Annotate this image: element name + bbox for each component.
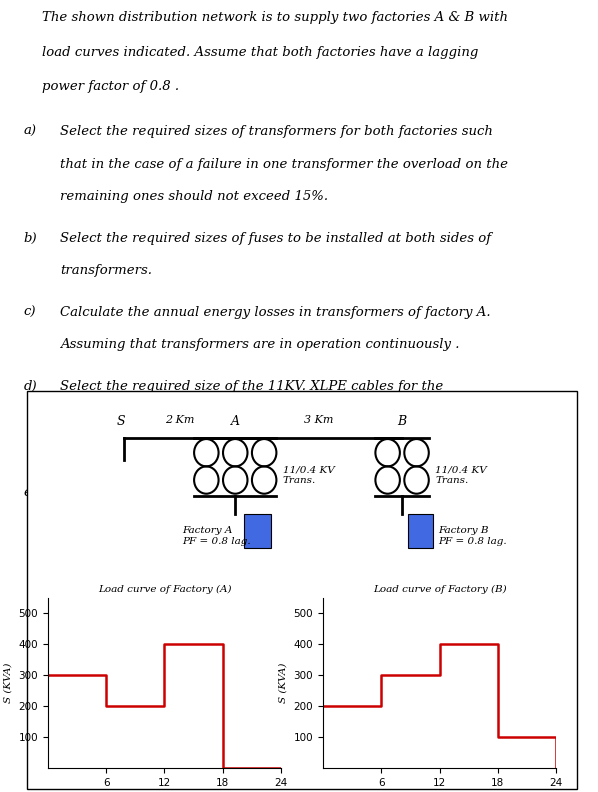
Text: e): e) — [24, 486, 37, 500]
Text: Select the required size of the 11KV. XLPE cables for the: Select the required size of the 11KV. XL… — [60, 380, 443, 393]
Text: Select the required sizes of fuses to be installed at both sides of: Select the required sizes of fuses to be… — [60, 232, 491, 245]
Text: Calculate the annual energy losses in cables of section SA .: Calculate the annual energy losses in ca… — [60, 486, 459, 500]
Text: maximum ground temperature of 30° C.: maximum ground temperature of 30° C. — [60, 445, 330, 458]
Text: remaining ones should not exceed 15%.: remaining ones should not exceed 15%. — [60, 190, 328, 203]
Title: Load curve of Factory (B): Load curve of Factory (B) — [373, 585, 507, 595]
FancyBboxPatch shape — [27, 391, 577, 789]
Text: The shown distribution network is to supply two factories A & B with: The shown distribution network is to sup… — [42, 11, 508, 25]
Text: that in the case of a failure in one transformer the overload on the: that in the case of a failure in one tra… — [60, 158, 508, 171]
Text: a): a) — [24, 125, 37, 139]
Text: S: S — [117, 416, 126, 428]
Text: 2 Km: 2 Km — [165, 415, 194, 425]
Text: A: A — [231, 416, 240, 428]
Text: Assuming that transformers are in operation continuously .: Assuming that transformers are in operat… — [60, 338, 459, 352]
Text: B: B — [398, 416, 407, 428]
Text: 11/0.4 KV
Trans.: 11/0.4 KV Trans. — [435, 466, 487, 485]
Y-axis label: S (KVA): S (KVA) — [4, 663, 13, 703]
Bar — [243, 514, 271, 548]
Text: d): d) — [24, 380, 38, 393]
Text: Select the required sizes of transformers for both factories such: Select the required sizes of transformer… — [60, 125, 493, 139]
Text: power factor of 0.8 .: power factor of 0.8 . — [42, 80, 179, 93]
Text: load curves indicated. Assume that both factories have a lagging: load curves indicated. Assume that both … — [42, 46, 478, 59]
Text: c): c) — [24, 306, 36, 319]
Text: distribution network , if cables are to be laid direct in ground with: distribution network , if cables are to … — [60, 413, 508, 425]
Text: Calculate the annual energy losses in transformers of factory A.: Calculate the annual energy losses in tr… — [60, 306, 490, 319]
Text: transformers.: transformers. — [60, 265, 152, 277]
Text: 3 Km: 3 Km — [304, 415, 333, 425]
Bar — [408, 514, 433, 548]
Text: Factory B
PF = 0.8 lag.: Factory B PF = 0.8 lag. — [438, 526, 507, 546]
Text: b): b) — [24, 232, 38, 245]
Text: 11/0.4 KV
Trans.: 11/0.4 KV Trans. — [282, 466, 334, 485]
Text: Factory A
PF = 0.8 lag.: Factory A PF = 0.8 lag. — [182, 526, 251, 546]
Title: Load curve of Factory (A): Load curve of Factory (A) — [97, 585, 231, 595]
Y-axis label: S (KVA): S (KVA) — [279, 663, 288, 703]
